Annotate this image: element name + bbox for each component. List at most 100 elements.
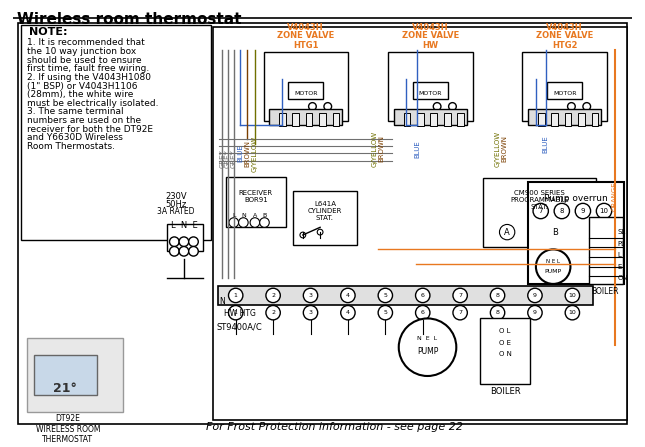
Text: E: E <box>617 264 622 270</box>
Text: Wireless room thermostat: Wireless room thermostat <box>17 13 241 27</box>
Text: numbers are used on the: numbers are used on the <box>26 116 141 125</box>
Text: MOTOR: MOTOR <box>294 91 317 96</box>
Circle shape <box>324 103 332 110</box>
Circle shape <box>170 246 179 256</box>
Text: 6: 6 <box>421 293 424 298</box>
Text: CM900 SERIES
PROGRAMMABLE
STAT.: CM900 SERIES PROGRAMMABLE STAT. <box>510 190 569 210</box>
Text: 8: 8 <box>495 310 499 315</box>
Bar <box>591 113 599 126</box>
Text: MOTOR: MOTOR <box>419 91 442 96</box>
Circle shape <box>415 288 430 303</box>
Bar <box>457 113 464 126</box>
Text: 4: 4 <box>346 310 350 315</box>
Text: HW HTG: HW HTG <box>224 309 256 318</box>
Text: 3. The same terminal: 3. The same terminal <box>26 107 123 116</box>
Text: ZONE VALVE
HTG2: ZONE VALVE HTG2 <box>536 31 593 50</box>
Text: first time, fault free wiring.: first time, fault free wiring. <box>26 64 149 73</box>
Text: ST9400A/C: ST9400A/C <box>217 322 263 331</box>
Text: O E: O E <box>499 340 511 346</box>
Text: GREY: GREY <box>225 149 231 168</box>
Text: For Frost Protection information - see page 22: For Frost Protection information - see p… <box>206 422 463 432</box>
Text: the 10 way junction box: the 10 way junction box <box>26 47 136 56</box>
Text: G/YELLOW: G/YELLOW <box>372 131 378 167</box>
Text: GREY: GREY <box>219 149 225 168</box>
Bar <box>333 113 339 126</box>
Text: 2: 2 <box>271 310 275 315</box>
Text: RECEIVER
BOR91: RECEIVER BOR91 <box>239 190 273 203</box>
Bar <box>404 113 410 126</box>
Bar <box>528 182 624 284</box>
Circle shape <box>548 224 563 240</box>
Text: ZONE VALVE
HTG1: ZONE VALVE HTG1 <box>277 31 334 50</box>
Circle shape <box>533 203 548 219</box>
Circle shape <box>228 288 243 303</box>
Bar <box>551 113 558 126</box>
Text: L: L <box>617 252 621 258</box>
Circle shape <box>449 103 456 110</box>
Text: DT92E
WIRELESS ROOM
THERMOSTAT: DT92E WIRELESS ROOM THERMOSTAT <box>35 414 100 444</box>
Circle shape <box>490 305 505 320</box>
Bar <box>394 110 467 125</box>
Circle shape <box>317 229 323 235</box>
Text: 50Hz: 50Hz <box>166 199 187 208</box>
Text: A: A <box>253 213 257 218</box>
Bar <box>34 355 97 395</box>
Circle shape <box>415 305 430 320</box>
Text: 230V: 230V <box>165 192 187 201</box>
Text: V4043H: V4043H <box>412 23 449 32</box>
Text: 9: 9 <box>533 310 537 315</box>
Bar <box>292 113 299 126</box>
Text: 3: 3 <box>308 310 313 315</box>
Text: G/YELLOW: G/YELLOW <box>252 135 258 172</box>
Circle shape <box>528 288 542 303</box>
Text: G/YELLOW: G/YELLOW <box>495 131 501 167</box>
Text: NOTE:: NOTE: <box>28 27 67 37</box>
Text: should be used to ensure: should be used to ensure <box>26 55 141 65</box>
Text: N E L: N E L <box>546 259 560 264</box>
Circle shape <box>308 103 316 110</box>
Text: 6: 6 <box>421 310 424 315</box>
Circle shape <box>597 203 611 219</box>
Circle shape <box>189 246 198 256</box>
Circle shape <box>453 305 468 320</box>
Bar <box>528 110 601 125</box>
Bar <box>589 217 623 284</box>
Circle shape <box>341 288 355 303</box>
Text: SL: SL <box>617 229 626 235</box>
Circle shape <box>378 288 393 303</box>
Circle shape <box>433 103 441 110</box>
Text: BLUE: BLUE <box>237 144 244 162</box>
Circle shape <box>170 237 179 246</box>
Bar <box>293 191 357 245</box>
Text: O N: O N <box>499 351 511 357</box>
Circle shape <box>453 288 468 303</box>
Bar <box>444 113 451 126</box>
Text: ORANGE: ORANGE <box>611 182 617 211</box>
Circle shape <box>266 305 281 320</box>
Circle shape <box>528 305 542 320</box>
Bar <box>26 337 123 413</box>
Text: L641A
CYLINDER
STAT.: L641A CYLINDER STAT. <box>308 202 342 221</box>
Bar <box>417 113 424 126</box>
Text: PL: PL <box>617 240 626 247</box>
Circle shape <box>266 288 281 303</box>
Text: B: B <box>263 213 266 218</box>
Text: 1: 1 <box>233 293 237 298</box>
Text: BOILER: BOILER <box>591 287 619 296</box>
Bar <box>483 178 597 248</box>
Text: and Y6630D Wireless: and Y6630D Wireless <box>26 133 123 142</box>
Circle shape <box>239 218 248 228</box>
Bar <box>578 113 585 126</box>
Text: BROWN: BROWN <box>379 135 384 162</box>
Bar <box>522 52 607 121</box>
Text: BROWN: BROWN <box>244 140 250 167</box>
Bar <box>264 52 348 121</box>
Text: PUMP: PUMP <box>417 347 438 356</box>
Bar <box>388 52 473 121</box>
Text: must be electrically isolated.: must be electrically isolated. <box>26 99 158 108</box>
Text: ZONE VALVE
HW: ZONE VALVE HW <box>402 31 459 50</box>
Text: N: N <box>241 213 246 218</box>
Circle shape <box>399 318 456 376</box>
Text: 10: 10 <box>599 208 608 214</box>
Circle shape <box>260 218 269 228</box>
